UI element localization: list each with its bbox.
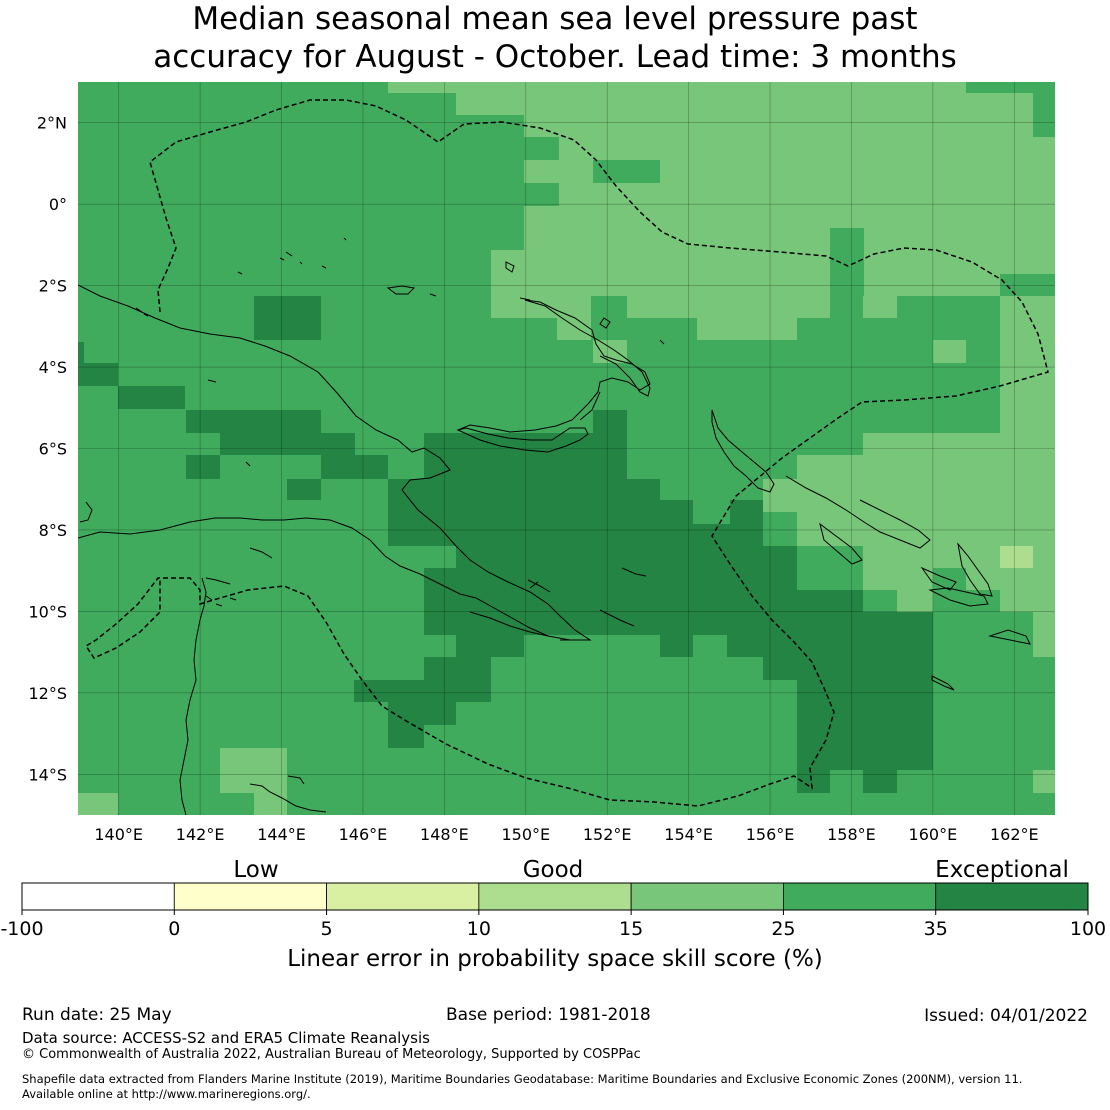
coastlines xyxy=(78,237,1031,815)
colorbar-bin xyxy=(783,882,937,911)
longitude-tick-label: 148°E xyxy=(420,825,469,844)
png-eez-boundary xyxy=(84,99,1049,807)
shapefile-credit-line-2: Available online at http://www.marinereg… xyxy=(22,1087,311,1101)
skill-score-field xyxy=(78,82,1055,815)
field-cell xyxy=(78,363,118,386)
latitude-tick-label: 12°S xyxy=(28,684,67,703)
longitude-tick-label: 158°E xyxy=(827,825,876,844)
field-cell xyxy=(186,410,321,433)
run-date: Run date: 25 May xyxy=(22,1005,172,1025)
latitude-tick-label: 0° xyxy=(49,195,67,214)
colorbar-bin xyxy=(935,882,1089,911)
longitude-ticks: 140°E 142°E 144°E 146°E 148°E 150°E 152°E 154°E… xyxy=(94,825,1038,844)
longitude-tick-label: 152°E xyxy=(583,825,632,844)
field-cell xyxy=(220,433,355,455)
colorbar-tick-label: 25 xyxy=(771,918,795,940)
map-figure: 140°E 142°E 144°E 146°E 148°E 150°E 152°E 154°E… xyxy=(0,82,1106,972)
colorbar-bin xyxy=(326,882,480,911)
longitude-tick-label: 160°E xyxy=(909,825,958,844)
longitude-tick-label: 146°E xyxy=(339,825,388,844)
longitude-tick-label: 156°E xyxy=(746,825,795,844)
colorbar-tick-label: 0 xyxy=(168,918,180,940)
longitude-tick-label: 150°E xyxy=(501,825,550,844)
shapefile-credit: Shapefile data extracted from Flanders M… xyxy=(22,1072,1102,1102)
field-cell xyxy=(593,160,660,183)
colorbar-frame xyxy=(21,882,1089,911)
colorbar-tick-label: 15 xyxy=(619,918,643,940)
field-cell xyxy=(524,137,559,160)
field-cell xyxy=(1000,546,1033,568)
torres-strait-islands xyxy=(205,577,237,607)
field-cell xyxy=(78,342,84,363)
data-source: Data source: ACCESS-S2 and ERA5 Climate … xyxy=(22,1029,430,1047)
colorbar-bin xyxy=(21,882,175,911)
latitude-tick-label: 4°S xyxy=(39,358,67,377)
colorbar-tick-label: 10 xyxy=(467,918,491,940)
colorbar-bin xyxy=(478,882,632,911)
new-britain-coastline xyxy=(457,299,651,433)
latitude-tick-label: 10°S xyxy=(28,602,67,621)
field-cell xyxy=(186,455,220,479)
field-cell xyxy=(254,793,287,815)
colorbar-category-exceptional: Exceptional xyxy=(935,857,1069,883)
solomon-islands-coastline xyxy=(785,475,1031,691)
latitude-tick-label: 6°S xyxy=(39,440,67,459)
field-cell xyxy=(933,340,966,363)
bougainville-coastline xyxy=(711,409,775,493)
field-cell xyxy=(1000,274,1055,296)
issued-date: Issued: 04/01/2022 xyxy=(924,1006,1088,1026)
latitude-tick-label: 2°N xyxy=(37,114,67,133)
colorbar: Low Good Exceptional -100 0 5 10 15 25 35 100 L… xyxy=(0,857,1106,972)
field-region-15-25 xyxy=(388,82,1055,815)
map-title-line-1: Median seasonal mean sea level pressure … xyxy=(192,1,918,37)
field-cell xyxy=(254,296,321,340)
field-cell xyxy=(1033,93,1055,137)
louisiade-islands xyxy=(469,567,647,641)
latitude-tick-label: 8°S xyxy=(39,521,67,540)
longitude-tick-label: 162°E xyxy=(990,825,1039,844)
new-ireland-coastline xyxy=(524,299,651,397)
shapefile-credit-line-1: Shapefile data extracted from Flanders M… xyxy=(22,1072,1023,1086)
new-guinea-coastline xyxy=(78,284,592,641)
colorbar-category-good: Good xyxy=(523,857,584,883)
colorbar-tick-label: -100 xyxy=(0,918,43,940)
field-cell xyxy=(524,183,559,206)
field-cell xyxy=(593,340,627,363)
longitude-tick-label: 154°E xyxy=(664,825,713,844)
colorbar-category-low: Low xyxy=(233,857,278,883)
longitude-tick-label: 144°E xyxy=(257,825,306,844)
maritime-boundaries xyxy=(84,99,1049,807)
latitude-ticks: 2°N 0° 2°S 4°S 6°S 8°S 10°S 12°S 14°S xyxy=(28,114,67,785)
longitude-tick-label: 142°E xyxy=(176,825,225,844)
north-coast-detail xyxy=(456,427,589,453)
copyright: © Commonwealth of Australia 2022, Austra… xyxy=(22,1047,641,1062)
longitude-tick-label: 140°E xyxy=(94,825,143,844)
field-region-35-100 xyxy=(354,410,933,793)
field-cell xyxy=(118,386,185,409)
northern-western-islands xyxy=(79,307,273,559)
field-cell xyxy=(78,793,118,815)
colorbar-bins xyxy=(21,882,1089,911)
field-cell xyxy=(220,748,287,793)
base-period: Base period: 1981-2018 xyxy=(446,1005,651,1025)
field-cell xyxy=(321,455,388,479)
field-cell xyxy=(287,479,321,500)
field-cell xyxy=(830,228,864,296)
colorbar-tick-label: 35 xyxy=(924,918,948,940)
latitude-tick-label: 2°S xyxy=(39,277,67,296)
field-cell xyxy=(966,82,1055,93)
map-title-line-2: accuracy for August - October. Lead time… xyxy=(153,39,957,75)
colorbar-bin xyxy=(630,882,784,911)
cape-york-coastline xyxy=(179,577,207,815)
colorbar-label: Linear error in probability space skill … xyxy=(287,946,823,972)
gulf-islands xyxy=(249,775,327,813)
small-islands-north xyxy=(207,237,665,383)
colorbar-ticks: -100 0 5 10 15 25 35 100 xyxy=(0,910,1106,940)
colorbar-tick-label: 5 xyxy=(321,918,333,940)
latitude-tick-label: 14°S xyxy=(28,765,67,784)
colorbar-bin xyxy=(173,882,327,911)
colorbar-tick-label: 100 xyxy=(1070,918,1106,940)
field-cell xyxy=(1033,770,1055,793)
map-title: Median seasonal mean sea level pressure … xyxy=(0,0,1110,76)
